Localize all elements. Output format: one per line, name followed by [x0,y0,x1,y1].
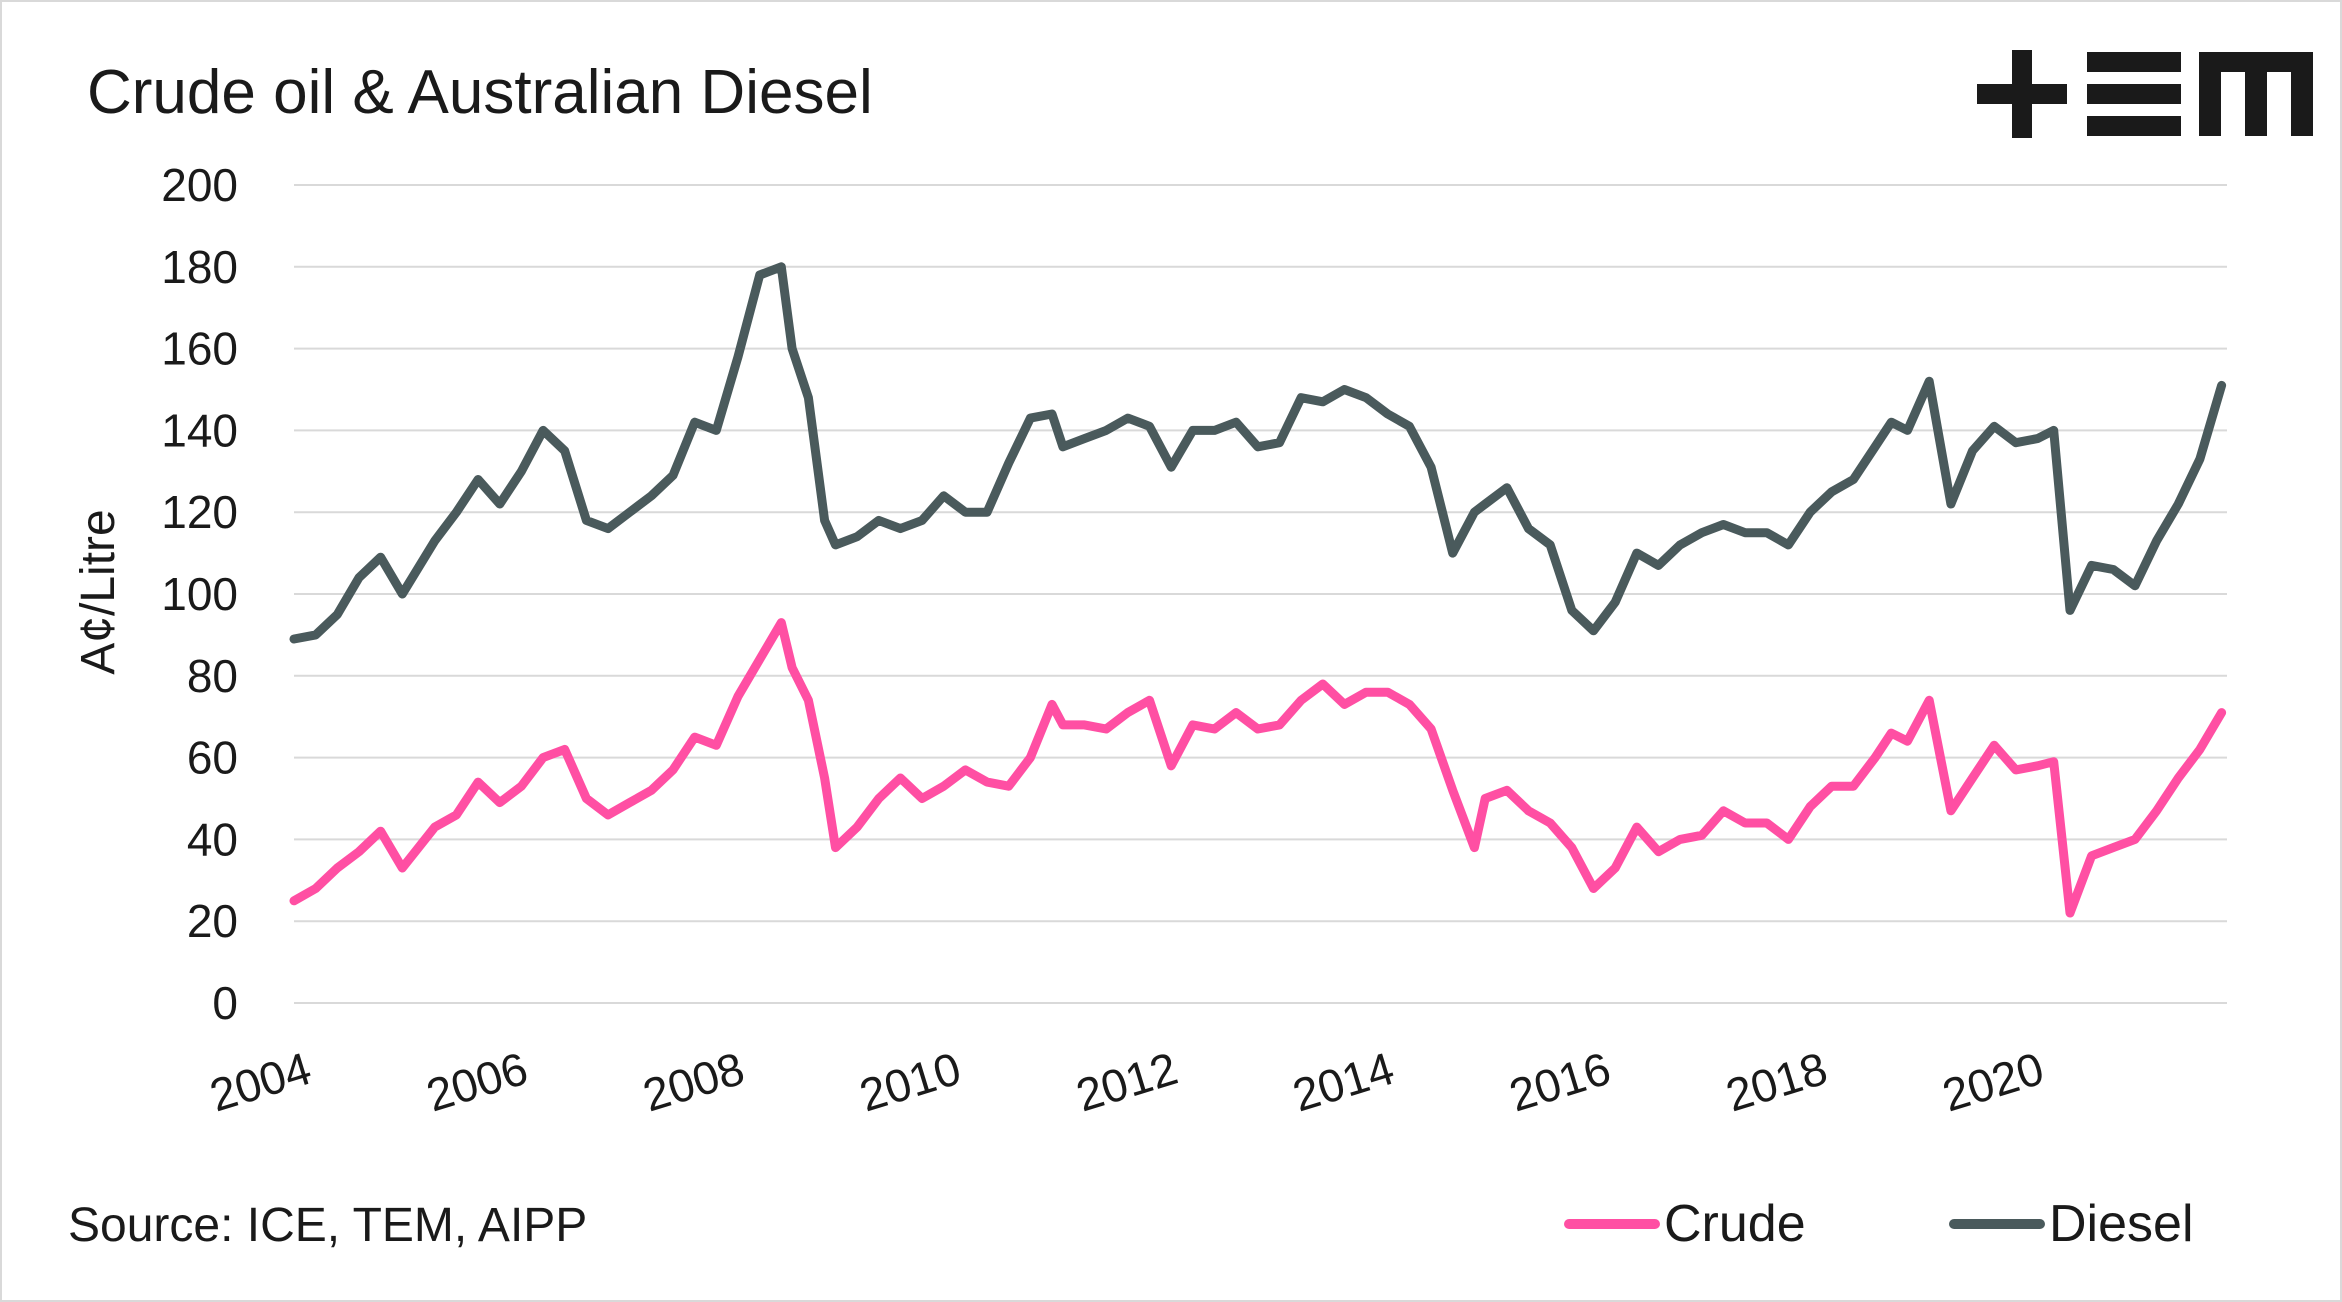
legend-label-crude: Crude [1664,1195,1806,1253]
y-tick-label: 180 [161,241,238,293]
y-tick-label: 80 [187,650,238,702]
y-tick-label: 0 [212,977,238,1029]
y-axis-label: A¢/Litre [72,509,125,674]
series-line-diesel [289,262,2227,644]
x-tick-label: 2016 [1503,1042,1616,1122]
legend-label-diesel: Diesel [2049,1195,2194,1253]
y-tick-label: 140 [161,404,238,456]
chart-title: Crude oil & Australian Diesel [87,58,873,127]
x-tick-label: 2014 [1287,1042,1400,1122]
x-tick-label: 2008 [637,1042,750,1122]
x-tick-label: 2004 [204,1042,317,1122]
x-tick-label: 2020 [1937,1042,2050,1122]
x-tick-label: 2018 [1720,1042,1833,1122]
y-tick-label: 20 [187,895,238,947]
diesel-swatch [1949,1219,2045,1229]
x-tick-label: 2010 [854,1042,967,1122]
legend-item-crude: Crude [1564,1194,1806,1254]
crude-swatch [1564,1219,1660,1229]
y-tick-label: 60 [187,732,238,784]
y-tick-label: 200 [161,159,238,211]
y-tick-label: 120 [161,486,238,538]
y-tick-label: 40 [187,813,238,865]
legend-item-diesel: Diesel [1949,1194,2194,1254]
source-note: Source: ICE, TEM, AIPP [68,1199,588,1252]
x-tick-label: 2006 [420,1042,533,1122]
y-tick-label: 100 [161,568,238,620]
y-tick-label: 160 [161,323,238,375]
series-line-crude [289,618,2227,918]
tem-logo [1977,50,2313,138]
x-tick-label: 2012 [1070,1042,1183,1122]
